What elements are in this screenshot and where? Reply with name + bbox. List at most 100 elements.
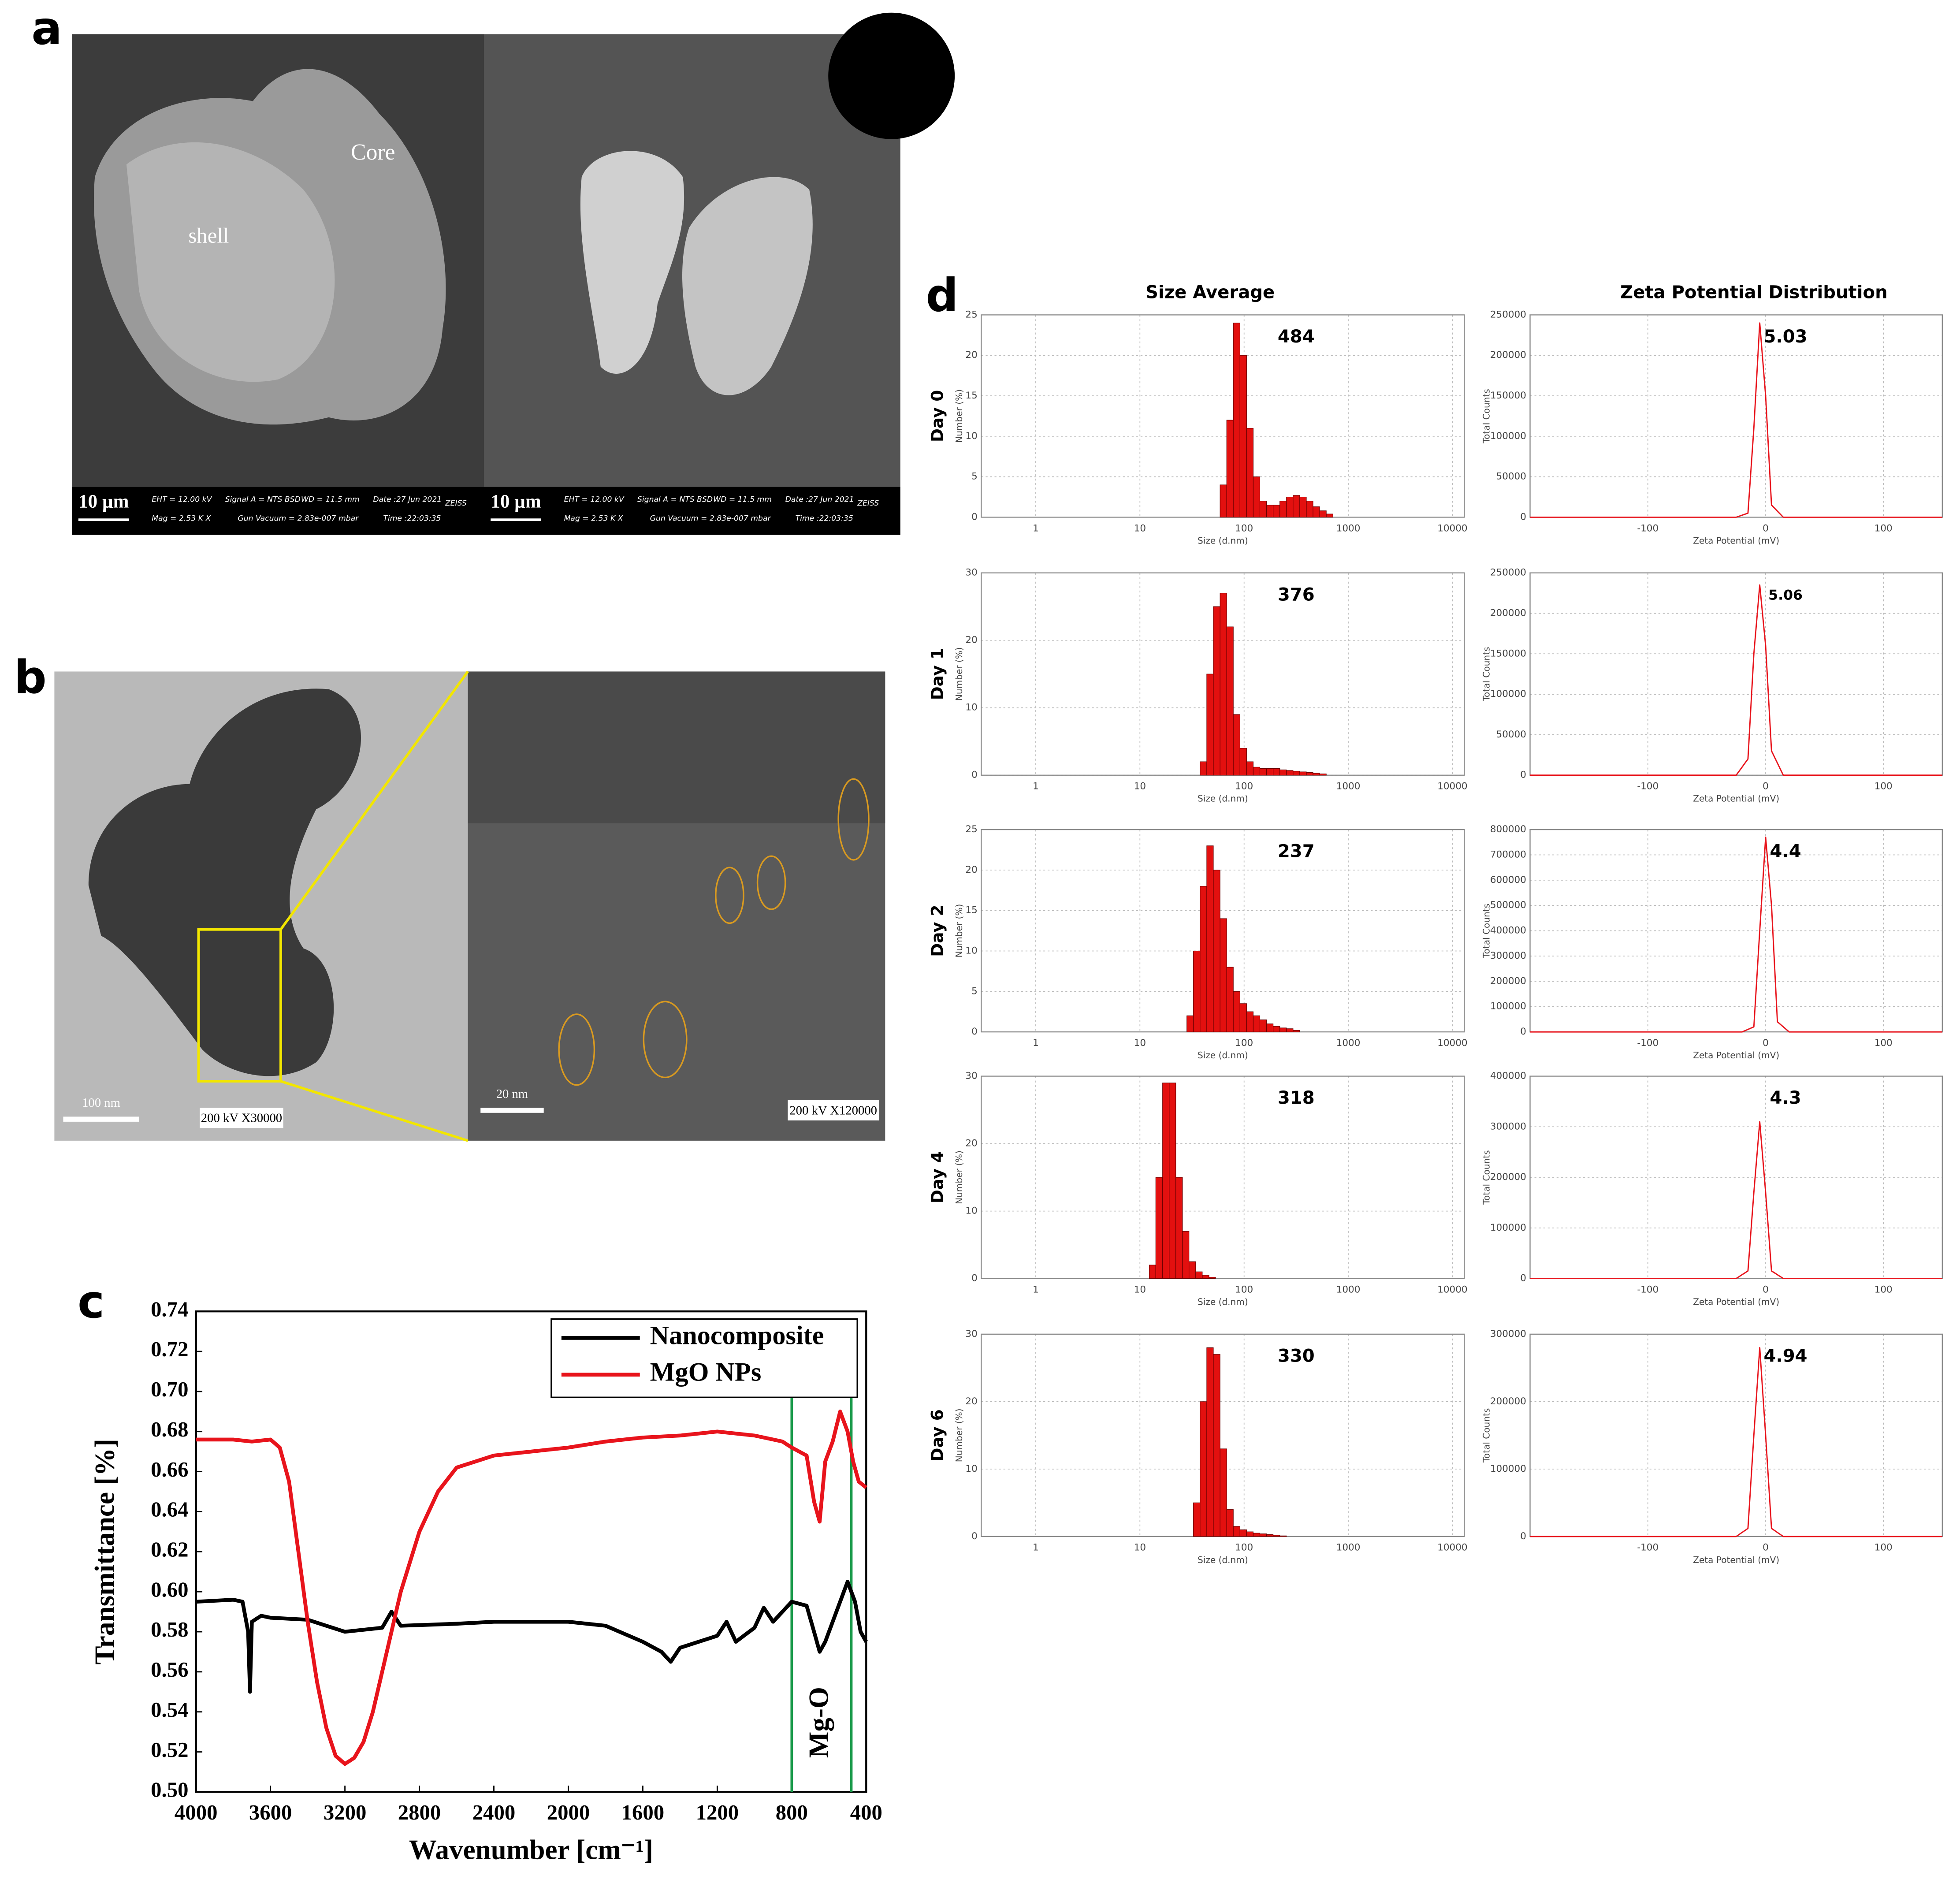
bar (1193, 1502, 1201, 1537)
bar (1246, 1531, 1254, 1537)
annotation: 5.06 (1768, 587, 1803, 603)
bar (1266, 768, 1274, 776)
bar (1286, 770, 1294, 776)
x-tick-label: 100 (1235, 1038, 1253, 1049)
annotation: 4.94 (1764, 1346, 1808, 1366)
y-tick-label: 500000 (1490, 900, 1526, 911)
y-tick-label: 0.58 (151, 1618, 188, 1641)
x-tick-label: 10000 (1437, 523, 1467, 534)
series-line (196, 1410, 867, 1766)
info-text: Gun Vacuum = 2.83e-007 mbar (238, 514, 359, 523)
y-tick-label: 150000 (1490, 390, 1526, 401)
bar (1220, 484, 1227, 518)
bar (1313, 773, 1320, 776)
x-tick-label: 1 (1033, 781, 1039, 792)
texture (468, 671, 885, 823)
zoom-line (280, 1080, 469, 1142)
info-text: Gun Vacuum = 2.83e-007 mbar (650, 514, 771, 523)
chart: 0 10 20 30 1 10 100 1000 10000 Size (d.nm) Number … (927, 1329, 1467, 1565)
legend-label: Nanocomposite (650, 1321, 824, 1350)
y-axis-label: Number (%) (954, 389, 964, 443)
x-tick-label: 1000 (1336, 1038, 1361, 1049)
info-text: Date :27 Jun 2021 (373, 495, 442, 504)
caption-box (200, 1108, 283, 1128)
series-line (1530, 836, 1942, 1033)
y-tick-label: 10 (965, 702, 977, 713)
bar (1213, 870, 1220, 1032)
chart: 0 100000 200000 300000 400000 -100 0 100 Zeta Po… (1481, 1071, 1943, 1307)
marker (715, 867, 744, 924)
info-bar (72, 487, 900, 535)
dark-region (828, 12, 955, 139)
y-tick-label: 30 (965, 567, 977, 578)
y-tick-label: 20 (965, 864, 977, 875)
y-tick-label: 50000 (1496, 729, 1526, 740)
y-tick-label: 200000 (1490, 607, 1526, 618)
bar (1175, 1177, 1183, 1279)
x-tick-label: 1 (1033, 1038, 1039, 1049)
bar (1206, 674, 1214, 776)
x-tick-label: 10 (1134, 1284, 1146, 1295)
info-text: ZEISS (857, 499, 879, 508)
y-tick-label: 0.64 (151, 1498, 188, 1522)
bar (1220, 918, 1227, 1032)
bar (1200, 1401, 1207, 1537)
y-tick-label: 10 (965, 431, 977, 442)
annotation: 237 (1278, 841, 1315, 862)
bar (1233, 714, 1240, 776)
y-tick-label: 0.56 (151, 1658, 188, 1682)
y-tick-label: 10 (965, 1463, 977, 1474)
y-tick-label: 15 (965, 390, 977, 401)
y-tick-label: 200000 (1490, 350, 1526, 361)
x-tick-label: 2800 (398, 1801, 441, 1824)
y-tick-label: 100000 (1490, 1222, 1526, 1233)
bar (1279, 1535, 1287, 1537)
bar (1233, 991, 1240, 1032)
info-text: Mag = 2.53 K X (564, 514, 624, 523)
x-tick-label: 100 (1874, 523, 1893, 534)
y-axis-label: Total Counts (1481, 389, 1491, 443)
info-text: EHT = 12.00 kV (152, 495, 212, 504)
info-text: Time :22:03:35 (796, 514, 853, 523)
y-tick-label: 0.72 (151, 1337, 188, 1361)
y-tick-label: 200000 (1490, 1396, 1526, 1407)
y-tick-label: 400000 (1490, 925, 1526, 936)
y-tick-label: 0 (971, 770, 978, 781)
y-tick-label: 0.66 (151, 1458, 188, 1481)
bar (1226, 1509, 1234, 1537)
bar (1293, 495, 1300, 518)
y-tick-label: 200000 (1490, 1172, 1526, 1183)
y-tick-label: 200000 (1490, 975, 1526, 986)
x-tick-label: 0 (1763, 781, 1769, 792)
x-axis-label: Size (d.nm) (1198, 1297, 1248, 1307)
annotation: 484 (1278, 327, 1315, 347)
y-tick-label: 5 (971, 471, 978, 482)
x-axis-label: Zeta Potential (mV) (1693, 1555, 1779, 1565)
bar (1279, 769, 1287, 776)
series-line (1530, 1121, 1942, 1280)
zoom-line (279, 670, 469, 930)
x-tick-label: -100 (1637, 523, 1659, 534)
bar (1233, 1526, 1240, 1537)
particle-cluster (88, 688, 361, 1076)
marker (837, 778, 870, 861)
bar (1239, 355, 1247, 518)
y-tick-label: 0 (971, 1531, 978, 1542)
bar (1259, 1020, 1267, 1032)
zoom-box (197, 928, 282, 1083)
bar (1206, 1347, 1214, 1537)
y-tick-label: 100000 (1490, 1463, 1526, 1474)
x-tick-label: 1600 (621, 1801, 665, 1824)
bar (1213, 606, 1220, 776)
scale-label: 10 µm (491, 491, 541, 512)
x-axis-label: Zeta Potential (mV) (1693, 1050, 1779, 1061)
bar (1306, 772, 1313, 776)
annotation: 4.4 (1770, 841, 1801, 862)
x-tick-label: 100 (1235, 1284, 1253, 1295)
bar (1209, 1276, 1216, 1279)
chart: 0 50000 100000 150000 200000 250000 -100 0 100 Ze… (1481, 309, 1943, 546)
particle (126, 142, 335, 382)
y-tick-label: 700000 (1490, 849, 1526, 860)
x-tick-label: 3600 (249, 1801, 292, 1824)
scale-label: 20 nm (496, 1087, 528, 1101)
